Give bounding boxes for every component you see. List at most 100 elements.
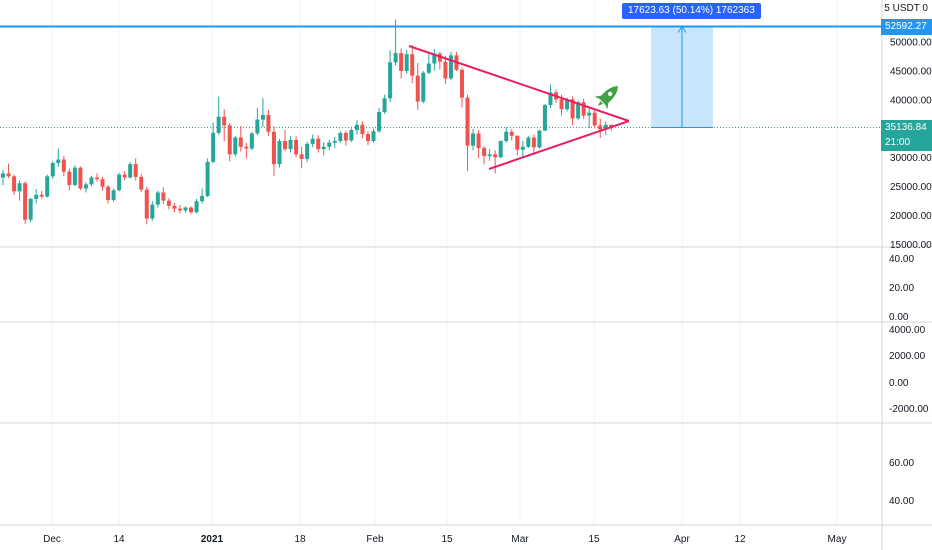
price-axis-label: 20000.00 [890,211,932,222]
candle-body [343,132,348,141]
candle-body [360,124,365,135]
price-axis-label: 15000.00 [890,240,932,251]
indicator-pane-2-axis: 4000.00 2000.00 0.00 -2000.00 [889,325,929,415]
candle-body [404,54,409,72]
indicator-axis-label: 2000.00 [889,351,926,362]
candle-body [548,92,553,106]
candle-body [592,112,597,126]
candle-body [227,125,232,155]
candle-body [233,137,238,155]
candle-body [222,116,227,126]
measure-arrow-head [677,25,687,33]
indicator-axis-label: 20.00 [889,283,914,294]
candle-body [465,97,470,146]
triangle-upper-line [408,45,630,122]
candle-body [310,138,315,144]
candle-body [255,119,260,134]
candle-body [211,132,216,162]
indicator-pane-1-axis: 40.00 20.00 0.00 [889,254,914,323]
candle-body [1,173,5,178]
candle-body [443,61,448,79]
candle-body [294,139,299,155]
time-axis[interactable]: Dec 14 2021 18 Feb 15 Mar 15 Apr 12 May [43,534,846,545]
indicator-axis-label: 0.00 [889,378,909,389]
candle-body [448,55,453,79]
measure-label: 17623.63 (50.14%) 1762363 [622,3,761,19]
candle-body [509,131,514,136]
candle-body [117,174,122,191]
candle-body [587,112,592,116]
candle-body [327,142,332,147]
indicator-axis-label: 40.00 [889,496,914,507]
candle-body [216,116,221,133]
candle-body [354,124,359,131]
last-price-tag: 35136.84 [881,120,932,136]
candle-body [166,200,171,206]
candle-body [421,72,426,102]
candle-body [393,53,398,63]
candle-body [498,141,503,158]
candle-body [471,133,476,146]
candle-body [122,174,127,178]
candle-body [23,183,28,220]
currency-label: 5 USDT 0 [884,3,928,14]
time-axis-label: 15 [588,534,600,545]
candle-body [78,167,83,189]
price-axis-label: 40000.00 [890,95,932,106]
candle-body [581,102,586,116]
candle-body [559,99,564,110]
time-axis-label: Mar [511,534,529,545]
candle-body [189,207,194,213]
indicator-axis-label: -2000.00 [889,404,929,415]
candle-body [542,105,547,131]
candle-body [100,179,105,187]
candle-body [17,183,22,192]
countdown-tag: 21:00 [881,135,932,151]
candle-body [172,205,177,209]
candle-body [183,207,188,211]
candle-body [177,208,182,211]
candle-body [139,176,144,190]
indicator-pane-3-axis: 60.00 40.00 [889,458,914,507]
candle-body [28,198,33,220]
candle-body [133,164,138,177]
candle-body [365,134,370,142]
candle-body [283,141,288,150]
candle-body [482,147,487,157]
candle-body [288,139,293,150]
triangle-pattern[interactable] [408,45,630,170]
candle-body [39,194,44,197]
candle-body [476,133,481,148]
candle-body [377,112,382,132]
candle-body [603,124,608,130]
price-axis-label: 30000.00 [890,153,932,164]
candle-body [200,195,205,202]
candle-body [493,154,498,158]
candle-body [50,163,55,177]
time-axis-label: 18 [294,534,306,545]
candle-body [410,54,415,76]
candle-body [526,137,531,147]
candle-body [128,164,133,178]
candle-body [299,154,304,159]
candle-body [95,177,100,180]
indicator-axis-label: 60.00 [889,458,914,469]
time-axis-label: Dec [43,534,61,545]
candle-body [399,53,404,72]
candle-body [382,98,387,113]
candle-body [12,176,17,192]
candle-body [155,192,160,205]
indicator-axis-label: 40.00 [889,254,914,265]
candle-body [6,173,11,177]
candle-body [194,201,199,213]
candle-body [106,186,111,201]
candle-body [537,130,542,148]
target-price-tag: 52592.27 [881,19,932,35]
candle-body [260,114,265,120]
candle-body [426,63,431,73]
candle-body [111,190,116,201]
candle-body [487,154,492,157]
candle-body [83,184,88,189]
